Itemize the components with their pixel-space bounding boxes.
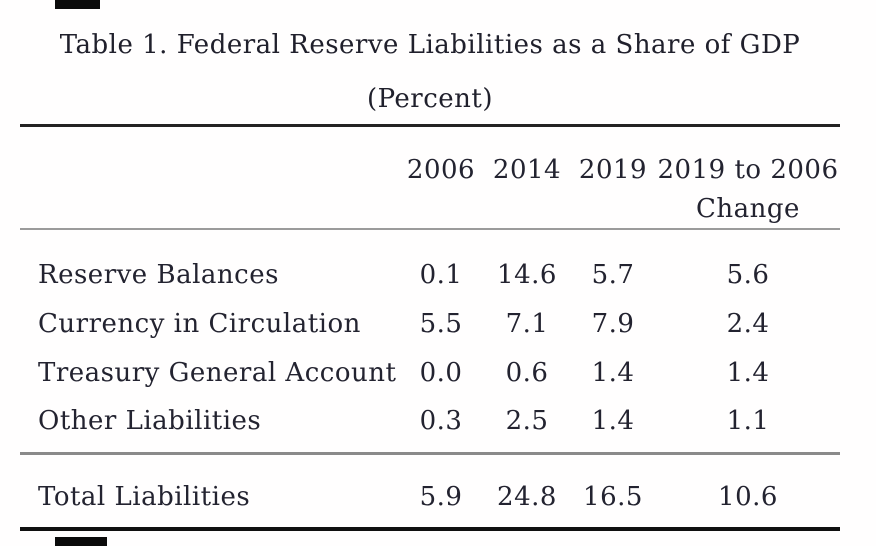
column-header-change-line1: 2019 to 2006 (657, 155, 839, 185)
cell-value: 5.6 (726, 260, 770, 290)
rule-bottom (20, 527, 840, 531)
column-header-2014: 2014 (492, 155, 562, 185)
cell-value: 24.8 (497, 482, 557, 512)
cell-value: 10.6 (718, 482, 778, 512)
cell-value: 0.6 (505, 358, 549, 388)
row-label-total-liabilities: Total Liabilities (38, 482, 251, 512)
cell-value: 2.5 (505, 406, 549, 436)
rule-total-separator (20, 452, 840, 455)
cell-value: 7.1 (505, 309, 549, 339)
row-label-currency-in-circulation: Currency in Circulation (38, 309, 361, 339)
rule-top (20, 124, 840, 127)
cell-value: 5.9 (419, 482, 463, 512)
row-label-reserve-balances: Reserve Balances (38, 260, 279, 290)
scan-artifact-top-left (55, 0, 100, 9)
column-header-2019: 2019 (578, 155, 648, 185)
cell-value: 1.1 (726, 406, 770, 436)
cell-value: 5.5 (419, 309, 463, 339)
cell-value: 5.7 (591, 260, 635, 290)
table-subtitle: (Percent) (366, 84, 494, 114)
cell-value: 14.6 (497, 260, 557, 290)
cell-value: 1.4 (591, 406, 635, 436)
row-label-treasury-general-account: Treasury General Account (38, 358, 397, 388)
cell-value: 0.0 (419, 358, 463, 388)
cell-value: 1.4 (591, 358, 635, 388)
cell-value: 7.9 (591, 309, 635, 339)
cell-value: 2.4 (726, 309, 770, 339)
cell-value: 0.1 (419, 260, 463, 290)
scan-artifact-bottom-left (55, 537, 107, 546)
table-title: Table 1. Federal Reserve Liabilities as … (59, 30, 801, 60)
column-header-change-line2: Change (696, 194, 800, 224)
cell-value: 16.5 (583, 482, 643, 512)
row-label-other-liabilities: Other Liabilities (38, 406, 262, 436)
cell-value: 0.3 (419, 406, 463, 436)
rule-header-separator (20, 228, 840, 230)
column-header-2006: 2006 (406, 155, 476, 185)
cell-value: 1.4 (726, 358, 770, 388)
